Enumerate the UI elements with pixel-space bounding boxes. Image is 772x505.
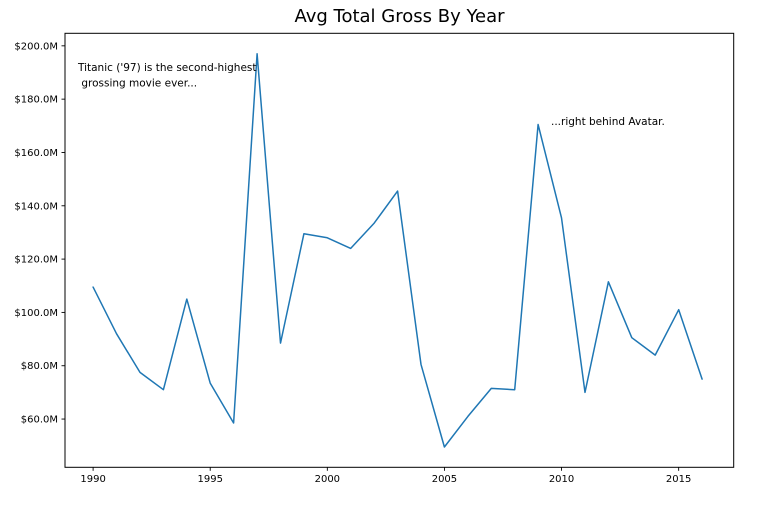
x-tick-label: 2000: [315, 474, 340, 485]
chart-title: Avg Total Gross By Year: [294, 6, 505, 27]
y-tick-label: $60.0M: [21, 415, 58, 426]
annotation-avatar: ...right behind Avatar.: [551, 116, 665, 128]
x-tick-label: 2005: [432, 474, 457, 485]
y-tick-label: $120.0M: [14, 255, 58, 266]
annotation-titanic: Titanic ('97) is the second-highest gros…: [77, 62, 257, 90]
y-tick-label: $140.0M: [14, 201, 58, 212]
y-tick-label: $160.0M: [14, 148, 58, 159]
y-tick-label: $80.0M: [21, 361, 58, 372]
x-tick-label: 2010: [549, 474, 574, 485]
series-line-avg-total-gross: [92, 53, 703, 448]
y-tick-label: $180.0M: [14, 95, 58, 106]
x-tick-label: 2015: [666, 474, 691, 485]
y-tick-label: $100.0M: [14, 308, 58, 319]
y-tick-label: $200.0M: [14, 41, 58, 52]
x-tick-label: 1990: [80, 474, 105, 485]
x-tick-label: 1995: [197, 474, 222, 485]
plot-frame: [64, 32, 735, 468]
